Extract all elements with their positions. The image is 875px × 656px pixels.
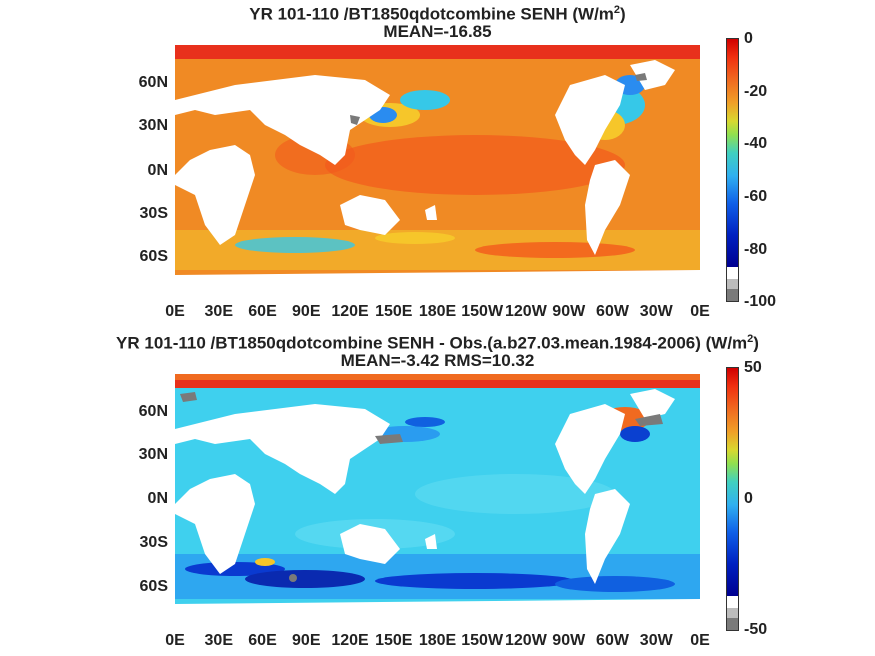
panel1-lon-label-5: 150E [375,303,413,320]
panel2-map [175,374,700,624]
panel2-lat-60n: 60N [138,403,168,420]
panel2-title-close: ) [753,333,759,353]
panel1-lon-label-1: 30E [204,303,233,320]
panel1-lon-label-3: 90E [292,303,321,320]
panel1-mean: MEAN=-16.85 [383,22,492,41]
panel2-lon-label-4: 120E [331,632,369,649]
panel2-cbar-label-2: -50 [744,621,768,638]
panel2-title-sup: 2 [747,333,754,345]
panel2-cbar-label-1: 0 [744,490,753,507]
panel2-lat-0n: 0N [147,490,168,507]
panel1-lon-label-8: 120W [505,303,547,320]
panel1-cbar-label-1: -20 [744,83,768,100]
panel1-lon-label-6: 180E [418,303,457,320]
panel1-map [175,45,700,295]
panel2-lon-label-11: 30W [639,632,673,649]
panel1-cbar-label-0: 0 [744,30,753,47]
panel1-lat-30s: 30S [139,205,168,222]
panel2-lat-60s: 60S [139,578,168,595]
panel2-lat-30n: 30N [138,446,168,463]
panel2-lon-label-0: 0E [165,632,185,649]
panel2-lon-label-10: 60W [596,632,629,649]
panel1-lat-0n: 0N [147,162,168,179]
panel2-lon-label-12: 0E [690,632,710,649]
panel1-lon-label-0: 0E [165,303,185,320]
panel2-map-svg [175,374,700,624]
panel2-lon-label-3: 90E [292,632,321,649]
panel1-title-close: ) [620,4,626,24]
panel1-cbar-label-5: -100 [744,293,777,310]
panel1-lat-60s: 60S [139,248,168,265]
panel1-lon-label-7: 150W [461,303,504,320]
panel1-title-sup: 2 [613,4,621,16]
panel2-lon-label-2: 60E [248,632,277,649]
panel1-lon-label-4: 120E [331,303,369,320]
panel1-map-svg [175,45,700,295]
panel2-title-line1: YR 101-110 /BT1850qdotcombine SENH - Obs… [116,333,748,353]
panel1-title: YR 101-110 /BT1850qdotcombine SENH (W/m2… [0,0,875,25]
panel2-colorbar [726,367,739,631]
panel1-lon-label-9: 90W [552,303,586,320]
panel2-lon-label-7: 150W [461,632,504,649]
panel2-cbar-label-0: 50 [744,359,762,376]
panel1-lat-60n: 60N [138,74,168,91]
panel2-title: YR 101-110 /BT1850qdotcombine SENH - Obs… [0,329,875,354]
panel2-lat-30s: 30S [139,534,168,551]
panel2-lon-label-8: 120W [505,632,547,649]
panel1-cbar-label-2: -40 [744,135,768,152]
panel2-lon-label-9: 90W [552,632,586,649]
panel1-lon-label-2: 60E [248,303,277,320]
panel1-cbar-label-4: -80 [744,241,768,258]
panel1-lon-label-12: 0E [690,303,710,320]
panel1-cbar-label-3: -60 [744,188,768,205]
panel1-lat-30n: 30N [138,117,168,134]
panel1-lon-label-11: 30W [639,303,673,320]
panel2-lon-label-5: 150E [375,632,413,649]
panel1-lon-label-10: 60W [596,303,629,320]
panel1-title-line1: YR 101-110 /BT1850qdotcombine SENH (W/m [249,4,614,24]
panel1-colorbar [726,38,739,302]
panel2-lon-label-1: 30E [204,632,233,649]
panel2-lon-label-6: 180E [418,632,457,649]
panel2-mean: MEAN=-3.42 RMS=10.32 [340,351,535,370]
